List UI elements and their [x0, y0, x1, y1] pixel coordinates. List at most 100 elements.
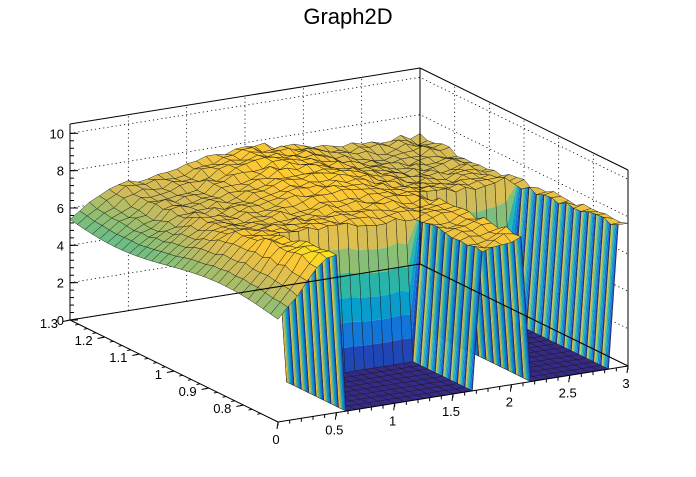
- surface-wall-band: [387, 242, 399, 271]
- surface-wall-band: [604, 224, 616, 368]
- surface-wall-band: [556, 202, 568, 345]
- surface-wall-band: [439, 235, 450, 376]
- surface-wall-band: [505, 185, 517, 226]
- surface-wall-band: [361, 320, 373, 346]
- surface-wall-band: [597, 220, 609, 365]
- surface-wall-band: [434, 231, 445, 373]
- surface-wall-band: [444, 238, 455, 378]
- surface-wall-band: [573, 211, 585, 353]
- surface-wall-band: [456, 244, 468, 384]
- surface-wall-band: [487, 220, 499, 366]
- surface-wall-band: [322, 249, 334, 405]
- surface-wall-band: [441, 237, 453, 377]
- x-tick-label: 1: [389, 413, 396, 428]
- surface-wall-band: [348, 247, 360, 274]
- surface-wall-band: [335, 254, 347, 412]
- surface-wall-band: [358, 249, 370, 274]
- surface-wall-band: [502, 227, 514, 374]
- surface-wall-band: [418, 223, 429, 365]
- surface-wall-band: [398, 266, 410, 292]
- y-minor-tick: [179, 374, 183, 377]
- surface-wall-band: [312, 245, 324, 401]
- surface-wall-band: [542, 198, 554, 338]
- surface-wall-band: [588, 215, 600, 360]
- surface-wall-band: [338, 247, 350, 275]
- y-tick-label: 0.8: [213, 401, 231, 416]
- y-minor-tick: [118, 345, 123, 347]
- surface-wall-band: [590, 215, 601, 361]
- surface-wall-band: [332, 253, 344, 410]
- surface-wall-band: [392, 339, 404, 365]
- surface-wall-band: [567, 209, 579, 350]
- surface-wall-band: [457, 245, 469, 385]
- y-minor-tick: [83, 328, 88, 330]
- y-minor-tick: [231, 400, 235, 403]
- surface-wall-band: [351, 297, 362, 322]
- surface-wall-band: [359, 273, 371, 298]
- surface-wall-band: [559, 204, 570, 346]
- surface-wall-band: [524, 192, 536, 329]
- surface-wall-band: [598, 222, 610, 365]
- x-tick-label: 1.5: [442, 404, 460, 419]
- surface-wall-band: [436, 233, 448, 374]
- surface-wall-band: [592, 216, 604, 362]
- surface-wall-band: [562, 207, 574, 348]
- y-minor-tick: [257, 413, 261, 415]
- surface-wall-band: [552, 202, 564, 343]
- surface-wall-band: [349, 272, 361, 298]
- surface-wall-band: [333, 253, 345, 411]
- surface-wall-band: [402, 338, 413, 364]
- y-minor-tick: [135, 353, 140, 356]
- surface-wall-band: [447, 239, 459, 380]
- surface-wall-band: [518, 235, 530, 381]
- surface-wall-band: [377, 247, 389, 273]
- box-edge: [419, 67, 629, 171]
- surface-wall-band: [587, 214, 599, 360]
- surface-wall-band: [496, 226, 508, 370]
- surface-wall-band: [369, 272, 381, 297]
- surface-wall-band: [596, 219, 608, 364]
- surface-wall-band: [551, 203, 563, 342]
- surface-wall-band: [591, 216, 603, 362]
- surface-wall-band: [325, 250, 337, 407]
- surface-wall-band: [485, 183, 497, 210]
- surface-wall-band: [408, 220, 419, 292]
- surface-wall-band: [560, 205, 572, 346]
- y-minor-tick: [153, 362, 157, 364]
- surface-wall-band: [381, 317, 393, 343]
- surface-wall-band: [446, 239, 458, 379]
- y-minor-tick: [187, 379, 192, 381]
- surface-wall-band: [380, 294, 392, 320]
- surface-wall-band: [536, 195, 548, 335]
- surface-wall-band: [340, 272, 351, 299]
- surface-wall-band: [496, 201, 507, 230]
- surface-wall-band: [568, 210, 580, 351]
- surface-wall-band: [586, 214, 598, 359]
- surface-wall-band: [422, 225, 434, 368]
- surface-wall-band: [525, 193, 537, 329]
- surface-wall-band: [388, 266, 400, 295]
- surface-wall-band: [417, 191, 428, 216]
- surface-wall-band: [430, 228, 442, 371]
- surface-wall-band: [410, 221, 422, 339]
- y-tick-label: 1: [155, 367, 162, 382]
- y-minor-tick: [213, 391, 218, 394]
- surface-wall-band: [585, 214, 596, 359]
- surface-wall-band: [575, 211, 587, 354]
- z-tick-label: 6: [57, 201, 64, 216]
- surface-wall-band: [310, 243, 322, 399]
- surface-wall-band: [420, 224, 432, 366]
- surface-wall-band: [431, 229, 443, 372]
- surface-wall-band: [448, 240, 460, 380]
- surface-wall-band: [493, 224, 505, 369]
- surface-wall-band: [405, 219, 417, 245]
- surface-cell: [270, 301, 288, 320]
- surface-wall-band: [503, 226, 515, 374]
- surface-wall-band: [468, 249, 480, 390]
- surface-wall-band: [506, 226, 518, 375]
- surface-wall-band: [315, 246, 327, 402]
- surface-wall-band: [328, 251, 340, 409]
- surface-wall-band: [341, 297, 353, 324]
